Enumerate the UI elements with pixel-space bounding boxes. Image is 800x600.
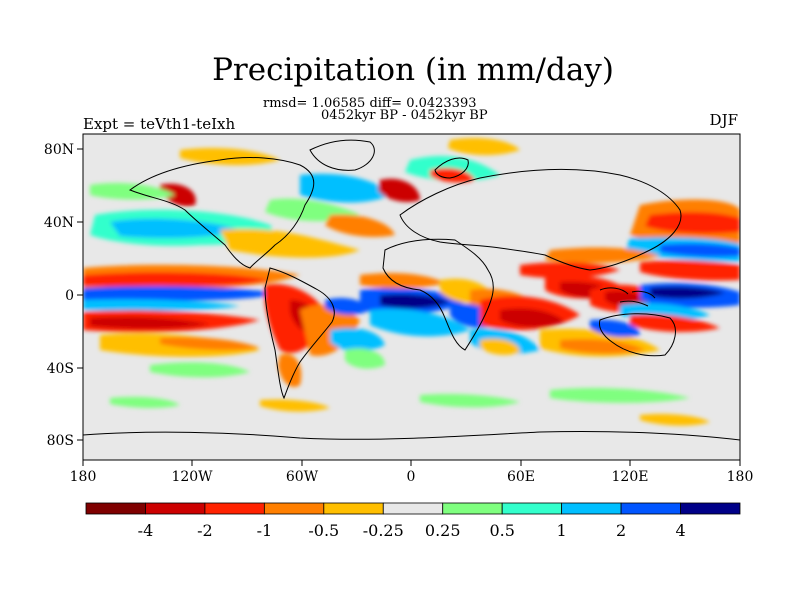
colorbar-label: 0.5 (489, 521, 514, 540)
precipitation-field (83, 138, 740, 426)
colorbar-label: -2 (197, 521, 213, 540)
lat-label: 40N (44, 215, 74, 231)
colorbar-swatch (263, 502, 325, 515)
period-text: 0452kyr BP - 0452kyr BP (321, 108, 488, 123)
colorbar-swatch (442, 502, 503, 515)
colorbar: -4 -2 -1 -0.5 -0.25 0.25 0.5 1 2 4 (85, 502, 741, 540)
lon-label: 180 (70, 469, 97, 485)
colorbar-label: 2 (616, 521, 626, 540)
axis-ticks (77, 148, 741, 466)
coastlines (83, 139, 740, 441)
colorbar-swatch (85, 502, 146, 515)
colorbar-label: 0.25 (425, 521, 461, 540)
lat-label: 0 (65, 288, 74, 304)
lon-label: 180 (727, 469, 754, 485)
colorbar-swatch (501, 502, 563, 515)
lon-label: 60W (286, 469, 319, 485)
lat-label: 80N (44, 142, 74, 158)
experiment-label: Expt = teVth1-teIxh (83, 115, 236, 133)
colorbar-label: 4 (675, 521, 685, 540)
lon-label: 0 (407, 469, 416, 485)
colorbar-swatch (680, 502, 741, 515)
lon-label: 120E (612, 469, 649, 485)
lat-label: 40S (47, 361, 74, 377)
lon-label: 120W (171, 469, 213, 485)
stats-text: rmsd= 1.06585 diff= 0.0423393 (263, 96, 477, 111)
colorbar-swatch (204, 502, 265, 515)
colorbar-swatch (561, 502, 622, 515)
colorbar-label: -0.25 (363, 521, 404, 540)
chart-title: Precipitation (in mm/day) (212, 52, 614, 88)
colorbar-label: -4 (138, 521, 154, 540)
colorbar-label: -1 (257, 521, 273, 540)
season-label: DJF (709, 111, 738, 129)
lon-label: 60E (507, 469, 535, 485)
colorbar-swatch (382, 502, 444, 515)
colorbar-swatch (620, 502, 681, 515)
colorbar-label: 1 (557, 521, 567, 540)
lat-label: 80S (47, 433, 74, 449)
colorbar-swatch (145, 502, 206, 515)
colorbar-swatch (323, 502, 384, 515)
colorbar-label: -0.5 (308, 521, 339, 540)
